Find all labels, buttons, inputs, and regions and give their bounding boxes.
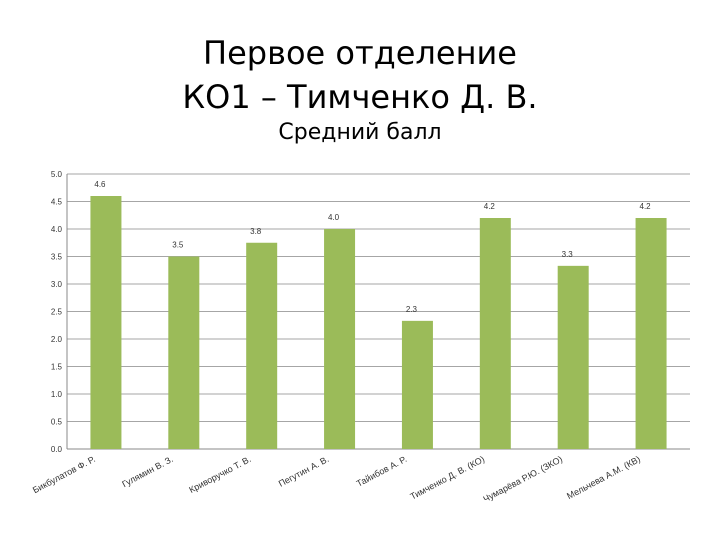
bar — [557, 265, 589, 449]
x-tick-label: Тимченко Д. В. (КО) — [408, 454, 486, 502]
x-tick-label: Бикбулатов Ф. Р. — [31, 454, 97, 495]
data-label: 4.2 — [484, 202, 496, 211]
x-tick-label: Чумарёва Р.Ю. (ЗКО) — [481, 454, 564, 504]
x-tick-label: Пегутин А. В. — [277, 454, 331, 489]
data-label: 3.8 — [250, 227, 262, 236]
y-tick-label: 0.5 — [51, 418, 63, 427]
data-label: 4.6 — [94, 180, 106, 189]
bar — [90, 196, 122, 449]
chart-title: Средний балл — [278, 120, 442, 145]
y-tick-label: 1.0 — [51, 390, 63, 399]
page-title-line2: КО1 – Тимченко Д. В. — [182, 78, 538, 116]
y-tick-label: 1.5 — [51, 363, 63, 372]
data-label: 3.3 — [562, 250, 574, 259]
bar — [479, 218, 511, 449]
bar — [246, 242, 278, 449]
data-label: 3.5 — [172, 241, 184, 250]
y-tick-label: 4.0 — [51, 225, 63, 234]
data-label: 4.0 — [328, 213, 340, 222]
y-tick-label: 5.0 — [51, 170, 63, 179]
y-tick-label: 0.0 — [51, 445, 63, 454]
y-tick-label: 2.0 — [51, 335, 63, 344]
x-tick-label: Тайибов А. Р. — [355, 454, 409, 489]
x-tick-label: Мельчева А.М. (КВ) — [565, 454, 642, 501]
data-label: 2.3 — [406, 305, 418, 314]
y-tick-label: 3.0 — [51, 280, 63, 289]
x-tick-label: Криворучко Т. В. — [187, 454, 252, 495]
x-tick-label: Гулямин В. З. — [120, 454, 174, 489]
bar — [401, 320, 433, 449]
bar — [168, 256, 200, 449]
y-tick-label: 4.5 — [51, 198, 63, 207]
y-tick-label: 2.5 — [51, 308, 63, 317]
page-title-line1: Первое отделение — [203, 34, 517, 72]
data-label: 4.2 — [640, 202, 652, 211]
y-tick-label: 3.5 — [51, 253, 63, 262]
bar — [324, 229, 356, 449]
bar — [635, 218, 667, 449]
